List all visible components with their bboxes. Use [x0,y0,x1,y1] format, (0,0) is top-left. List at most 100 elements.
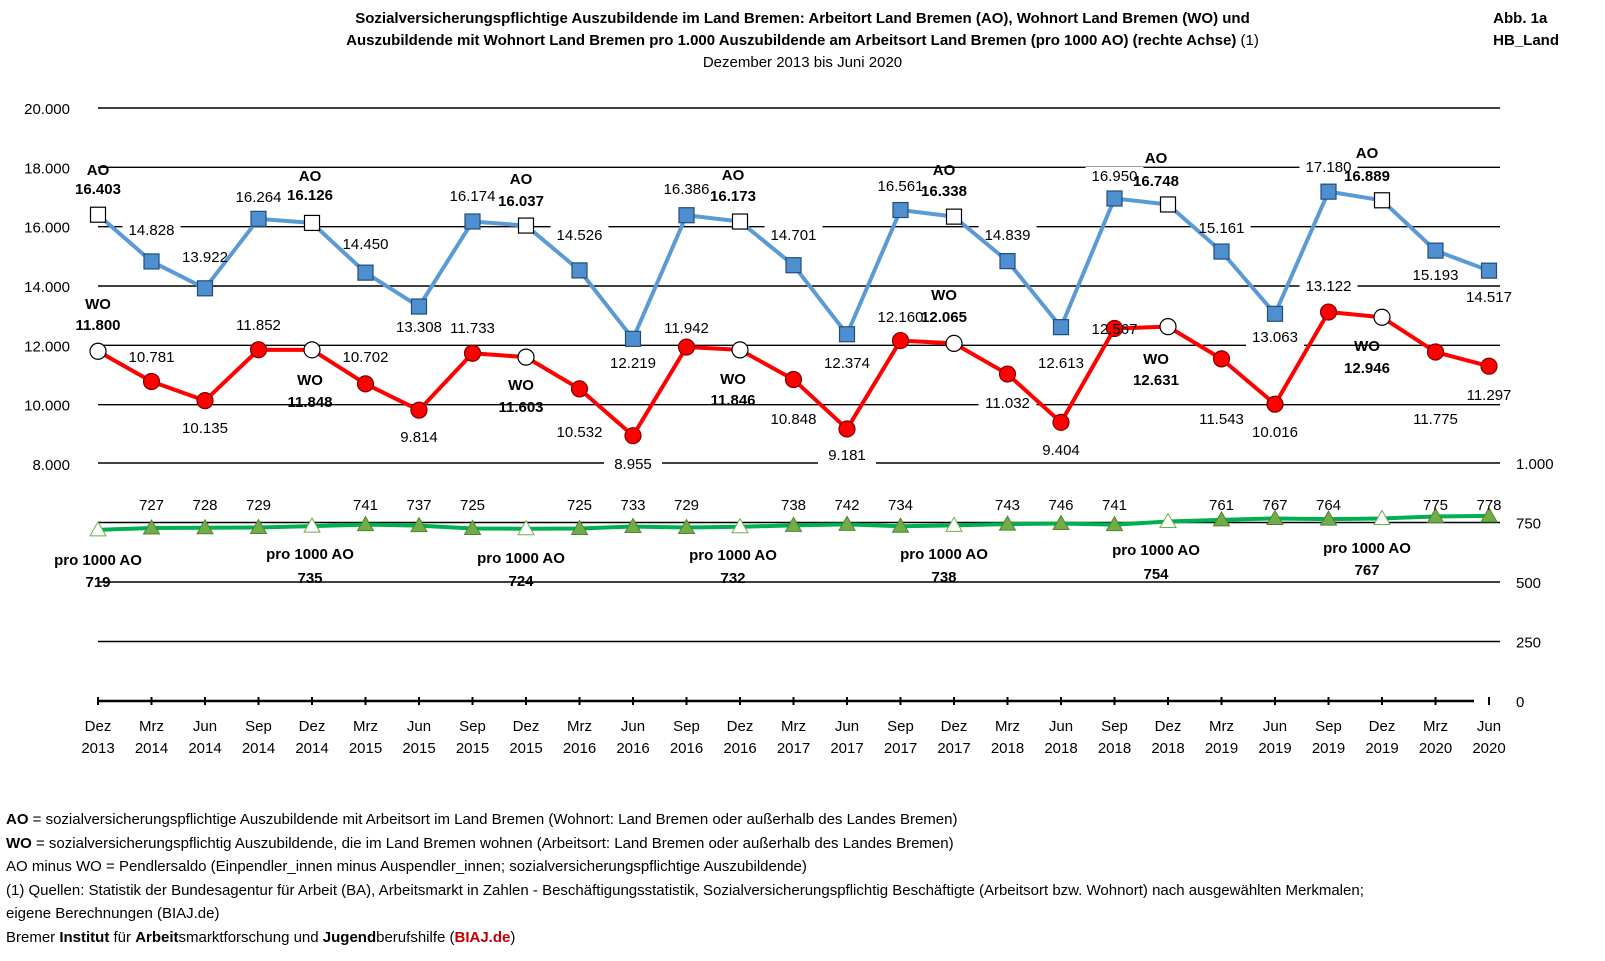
wo-point [1266,395,1284,413]
pro-1000-ao-data-label: 754 [1143,566,1169,583]
ao-data-label: 16.748 [1133,173,1179,190]
label-background [818,354,876,372]
wo-point [1319,303,1338,321]
ao-series-key-label: AO [722,167,745,184]
wo-point [142,372,161,391]
x-tick-month: Jun [193,718,217,735]
wo-point [356,375,375,393]
wo-data-label: 10.532 [557,424,603,441]
note-pendlersaldo: AO minus WO = Pendlersaldo (Einpendler_i… [6,858,807,875]
pro-1000-ao-data-label: 742 [834,497,859,514]
label-background [1246,423,1304,441]
wo-data-label: 12.631 [1133,372,1179,389]
ao-point [1480,262,1498,279]
biaj-link[interactable]: BIAJ.de [454,928,511,946]
right-axis-tick-label: 500 [1516,575,1541,592]
wo-series-key-label: WO [1143,351,1169,368]
pro-1000-ao-point [356,515,375,532]
pro-1000-ao-key-label: pro 1000 AO [1112,542,1200,559]
x-tick-year: 2015 [349,740,382,757]
wo-data-label: 12.567 [1092,321,1138,338]
x-tick-year: 2017 [777,740,810,757]
wo-data-label: 11.846 [710,392,755,409]
x-tick-month: Sep [245,718,272,735]
x-tick-month: Dez [1155,718,1182,735]
x-tick-month: Jun [621,718,645,735]
left-axis-tick-label: 20.000 [24,101,70,118]
ao-data-label: 14.839 [985,227,1031,244]
pro-1000-ao-point [945,516,963,532]
ao-point [303,214,321,232]
ao-data-label: 16.037 [498,193,544,210]
x-tick-year: 2014 [135,740,168,757]
x-tick-year: 2019 [1365,740,1398,757]
wo-data-label: 12.065 [921,309,967,326]
ao-point [410,298,428,315]
pro-1000-ao-point [731,517,749,534]
ao-point [196,280,214,297]
ao-data-label: 13.922 [182,249,228,266]
label-background [390,318,448,336]
x-tick-month: Mrz [1423,718,1448,735]
label-background [1192,219,1251,237]
ao-data-label: 14.517 [1466,289,1512,306]
pro-1000-ao-key-label: pro 1000 AO [54,552,142,569]
wo-data-label: 10.848 [771,411,817,428]
x-tick-year: 2014 [242,740,275,757]
wo-point [891,331,910,350]
label-background [764,226,823,244]
figure-tag: Abb. 1a HB_Land [1493,8,1559,52]
pro-1000-ao-data-label: 767 [1262,497,1287,514]
pro-1000-ao-point [677,518,696,534]
pro-1000-ao-key-label: pro 1000 AO [900,546,988,563]
x-tick-month: Dez [513,718,540,735]
wo-point [570,380,589,398]
x-tick-year: 2020 [1419,740,1452,757]
pro-1000-ao-data-label: 764 [1316,497,1341,514]
wo-data-label: 11.297 [1467,387,1512,404]
x-tick-year: 2014 [188,740,221,757]
pro-1000-ao-point [1052,514,1070,530]
ao-point [571,262,588,279]
ao-point [785,257,802,274]
wo-point [838,420,856,438]
label-background [176,419,234,437]
pro-1000-ao-point [1373,509,1391,525]
pro-1000-ao-data-label: 727 [139,497,164,514]
wo-data-label: 11.775 [1413,411,1458,428]
ao-data-label: 15.193 [1413,267,1459,284]
wo-data-label: 9.181 [828,447,866,464]
pro-1000-ao-point [517,519,535,536]
x-tick-month: Sep [459,718,486,735]
wo-series-key-label: WO [931,287,957,304]
ao-series-key-label: AO [1356,145,1379,162]
left-axis-tick-label: 18.000 [24,160,70,177]
wo-data-label: 10.016 [1252,424,1298,441]
pro-1000-ao-point [89,520,107,537]
ao-data-label: 13.308 [396,319,442,336]
ao-data-label: 15.161 [1199,220,1245,237]
pro-1000-ao-data-label: 738 [781,497,806,514]
label-background [1460,386,1518,404]
wo-data-label: 11.603 [498,399,543,416]
ao-series-key-label: AO [933,162,956,179]
wo-series-key-label: WO [1354,338,1380,355]
pro-1000-ao-data-label: 729 [674,497,699,514]
ao-point [517,217,535,234]
x-tick-year: 2019 [1312,740,1345,757]
note-publisher: Bremer Institut für Arbeitsmarktforschun… [6,928,516,946]
left-axis-tick-label: 10.000 [24,398,70,415]
wo-series-key-label: WO [297,372,323,389]
wo-point [303,341,321,359]
left-axis-tick-label: 14.000 [24,279,70,296]
x-tick-month: Dez [85,718,112,735]
figure-number: Abb. 1a [1493,10,1548,27]
x-tick-year: 2015 [402,740,435,757]
x-tick-month: Jun [407,718,431,735]
pro-1000-ao-point [249,518,268,534]
wo-data-label: 9.404 [1042,442,1080,459]
x-tick-month: Sep [1101,718,1128,735]
x-tick-month: Sep [1315,718,1342,735]
ao-data-label: 14.450 [343,236,389,253]
ao-point [1159,196,1177,213]
